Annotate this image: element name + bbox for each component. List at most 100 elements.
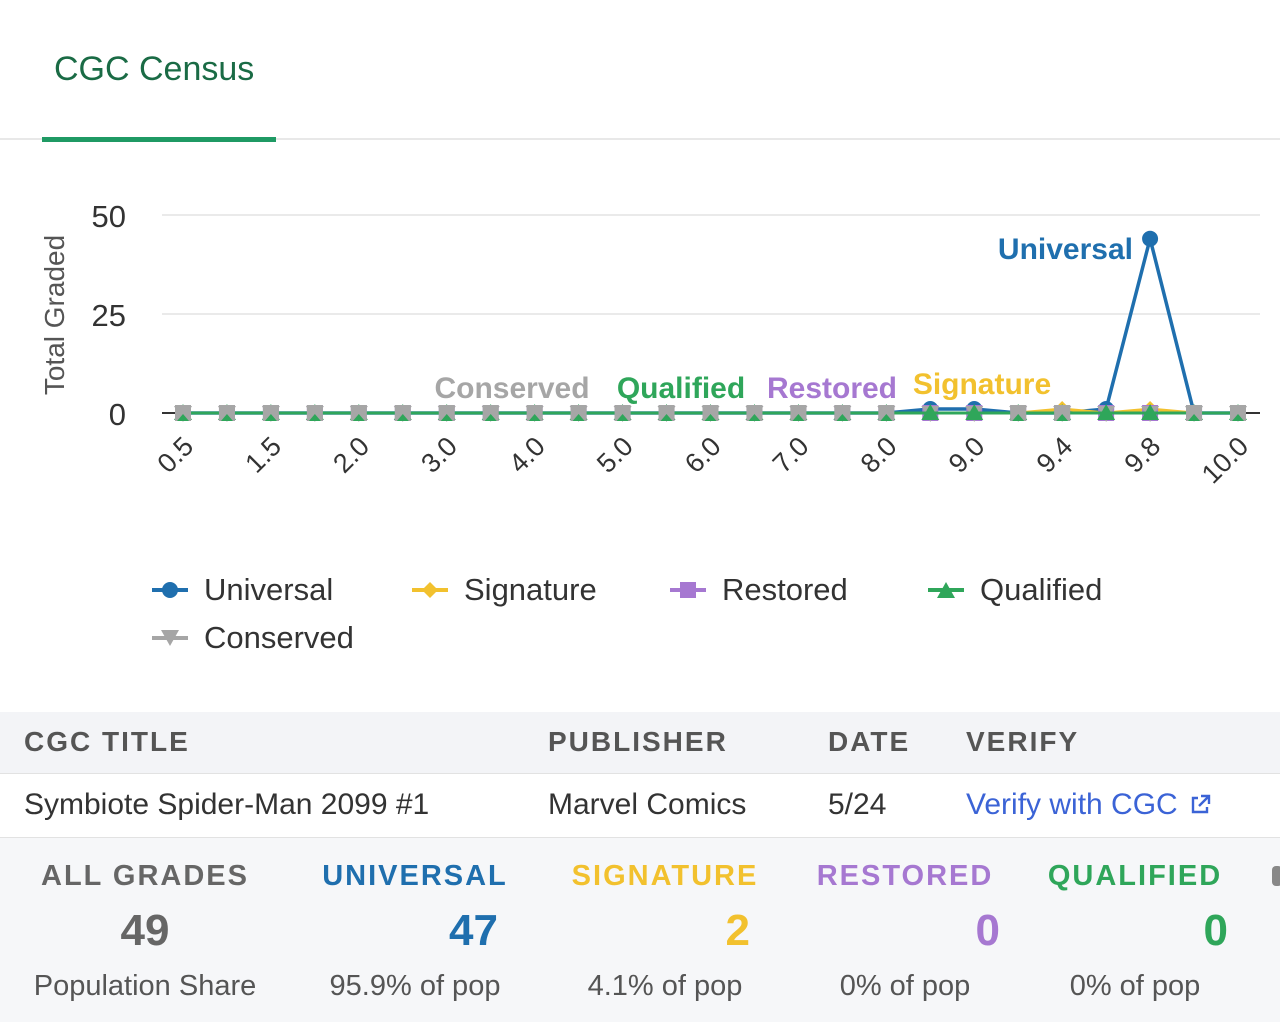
table-row: Symbiote Spider-Man 2099 #1 Marvel Comic… [0, 774, 1280, 838]
census-chart: 0 25 50 0.5 1.5 2.0 3.0 4.0 5.0 6.0 7.0 8.0 9.0 9.4 9.… [39, 199, 1260, 489]
annotation-conserved: Conserved [434, 372, 589, 405]
annotation-qualified: Qualified [617, 372, 745, 405]
data-point-qualified [308, 414, 321, 421]
stat-universal: UNIVERSAL 47 95.9% of pop [290, 838, 540, 1022]
legend-item-conserved[interactable]: Conserved [150, 618, 354, 658]
data-point-conserved [878, 405, 895, 421]
data-point-qualified [748, 414, 761, 421]
chart-legend: Universal Signature Restored Qualified C… [150, 570, 1270, 670]
x-tick-label: 6.0 [679, 431, 727, 479]
data-point-conserved [175, 405, 191, 421]
tab-bar: CGC Census [0, 0, 1280, 142]
legend-marker-restored [670, 582, 706, 598]
x-tick-label: 1.5 [239, 431, 287, 479]
x-tick-label: 3.0 [415, 431, 463, 479]
data-point-conserved [746, 405, 763, 421]
legend-label: Qualified [980, 572, 1103, 607]
x-tick-label: 7.0 [767, 431, 815, 479]
data-point-qualified [440, 414, 453, 421]
verify-link-label: Verify with CGC [966, 788, 1178, 821]
legend-item-universal[interactable]: Universal [150, 570, 333, 610]
data-point-qualified [264, 414, 277, 421]
stat-value: 2 [725, 906, 750, 955]
stat-restored: RESTORED 0 0% of pop [780, 838, 1030, 1022]
legend-marker-qualified [928, 582, 964, 598]
data-point-conserved [1186, 405, 1203, 421]
data-point-qualified [220, 414, 233, 421]
data-point-qualified [352, 414, 365, 421]
data-point-conserved [394, 405, 411, 421]
data-point-conserved [570, 405, 587, 421]
data-point-conserved [526, 405, 543, 421]
data-point-universal [1142, 230, 1159, 247]
stat-subtext: 0% of pop [1069, 970, 1201, 1002]
x-tick-label: 9.4 [1031, 431, 1079, 479]
data-point-conserved [1054, 405, 1071, 421]
y-tick-label: 25 [92, 298, 126, 333]
column-header-publisher: PUBLISHER [548, 726, 728, 757]
data-point-conserved [702, 405, 719, 421]
data-point-qualified [1097, 404, 1116, 420]
legend-item-signature[interactable]: Signature [410, 570, 597, 610]
legend-label: Signature [464, 572, 597, 607]
data-point-conserved [438, 405, 455, 421]
stat-value: 0 [1203, 906, 1228, 955]
scroll-hint [1272, 866, 1280, 886]
stat-all-grades: ALL GRADES 49 Population Share [20, 838, 270, 1022]
x-tick-label: 8.0 [855, 431, 903, 479]
legend-label: Conserved [204, 620, 354, 655]
stat-heading: ALL GRADES [41, 860, 249, 892]
x-tick-label: 5.0 [591, 431, 639, 479]
legend-marker-conserved [152, 630, 188, 646]
x-tick-label: 2.0 [327, 431, 375, 479]
annotation-signature: Signature [913, 368, 1051, 401]
x-tick-label: 9.0 [943, 431, 991, 479]
data-point-qualified [177, 414, 189, 421]
population-stats: ALL GRADES 49 Population Share UNIVERSAL… [0, 838, 1280, 1022]
verify-with-cgc-link[interactable]: Verify with CGC [966, 788, 1212, 822]
legend-item-restored[interactable]: Restored [668, 570, 848, 610]
data-point-conserved [1010, 405, 1027, 421]
data-point-conserved [218, 405, 235, 421]
data-point-conserved [482, 405, 499, 421]
stat-signature: SIGNATURE 2 4.1% of pop [540, 838, 790, 1022]
data-point-conserved [1230, 405, 1246, 421]
data-point-conserved [350, 405, 367, 421]
data-point-qualified [921, 404, 940, 420]
x-tick-label: 4.0 [503, 431, 551, 479]
data-point-conserved [614, 405, 631, 421]
legend-label: Universal [204, 572, 334, 607]
data-point-qualified [836, 414, 849, 421]
legend-marker-signature [412, 582, 448, 598]
column-header-verify: VERIFY [966, 726, 1080, 757]
data-point-qualified [484, 414, 497, 421]
stat-value: 49 [120, 906, 170, 955]
column-header-title: CGC TITLE [24, 726, 190, 757]
data-point-qualified [572, 414, 585, 421]
stat-heading: UNIVERSAL [322, 860, 508, 892]
data-point-conserved [262, 405, 279, 421]
data-point-conserved [834, 405, 851, 421]
legend-item-qualified[interactable]: Qualified [926, 570, 1102, 610]
active-tab-indicator [42, 137, 276, 142]
data-point-qualified [1188, 414, 1201, 421]
tab-cgc-census[interactable]: CGC Census [42, 0, 276, 142]
external-link-icon [1191, 794, 1210, 814]
annotation-universal: Universal [998, 233, 1133, 266]
data-point-conserved [790, 405, 807, 421]
tab-label: CGC Census [54, 50, 255, 88]
data-point-qualified [1056, 414, 1069, 421]
x-tick-label: 0.5 [151, 431, 199, 479]
y-axis-label: Total Graded [39, 235, 70, 395]
legend-label: Restored [722, 572, 848, 607]
stat-subtext: Population Share [33, 970, 257, 1002]
data-point-qualified [880, 414, 893, 421]
data-point-qualified [965, 404, 984, 420]
stat-value: 0 [975, 906, 1000, 955]
data-point-qualified [660, 414, 673, 421]
stat-heading: RESTORED [816, 860, 994, 892]
data-point-qualified [1141, 404, 1160, 420]
cell-title: Symbiote Spider-Man 2099 #1 [24, 788, 430, 821]
census-table-header: CGC TITLE PUBLISHER DATE VERIFY [0, 712, 1280, 774]
stat-value: 47 [449, 906, 498, 955]
